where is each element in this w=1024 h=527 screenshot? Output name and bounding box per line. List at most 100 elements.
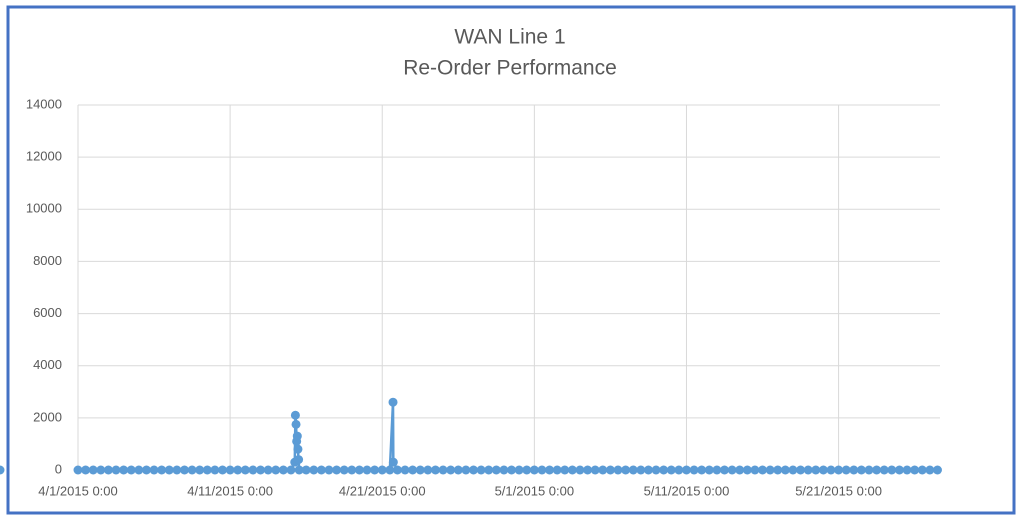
data-point — [659, 465, 669, 475]
data-point — [388, 457, 398, 467]
data-point — [841, 465, 851, 475]
data-point — [925, 465, 935, 475]
data-point — [735, 465, 745, 475]
data-point — [811, 465, 821, 475]
data-point — [765, 465, 775, 475]
data-point — [149, 465, 159, 475]
y-tick-label: 6000 — [33, 305, 62, 320]
data-point — [202, 465, 212, 475]
y-tick-label: 2000 — [33, 409, 62, 424]
data-point — [415, 465, 425, 475]
data-point — [309, 465, 319, 475]
data-point — [385, 465, 395, 475]
data-point — [157, 465, 167, 475]
data-point — [872, 465, 882, 475]
data-point — [263, 465, 273, 475]
data-point — [256, 465, 266, 475]
data-point — [240, 465, 250, 475]
data-point — [796, 465, 806, 475]
data-point — [233, 465, 243, 475]
data-point — [758, 465, 768, 475]
data-point — [491, 465, 501, 475]
data-point — [826, 465, 836, 475]
data-point — [727, 465, 737, 475]
data-point — [834, 465, 844, 475]
data-point — [408, 465, 418, 475]
data-point — [689, 465, 699, 475]
data-point — [681, 465, 691, 475]
x-tick-label: 4/21/2015 0:00 — [339, 483, 426, 498]
data-point — [388, 397, 398, 407]
data-point — [446, 465, 456, 475]
data-point — [469, 465, 479, 475]
data-point — [339, 465, 349, 475]
x-tick-label: 5/1/2015 0:00 — [495, 483, 575, 498]
data-point — [0, 465, 5, 475]
data-point — [628, 465, 638, 475]
data-point — [293, 444, 303, 454]
data-point — [210, 465, 220, 475]
data-point — [910, 465, 920, 475]
data-point — [301, 465, 311, 475]
data-point — [773, 465, 783, 475]
data-point — [583, 465, 593, 475]
data-point — [172, 465, 182, 475]
data-point — [621, 465, 631, 475]
data-point — [917, 465, 927, 475]
data-point — [537, 465, 547, 475]
data-point — [294, 465, 304, 475]
data-point — [894, 465, 904, 475]
data-point — [529, 465, 539, 475]
data-point — [598, 465, 608, 475]
data-point — [560, 465, 570, 475]
data-point — [187, 465, 197, 475]
frame — [6, 5, 1016, 515]
data-point — [590, 465, 600, 475]
data-point — [879, 465, 889, 475]
data-point — [613, 465, 623, 475]
data-point — [697, 465, 707, 475]
data-point — [552, 465, 562, 475]
data-point — [73, 465, 83, 475]
data-point — [430, 465, 440, 475]
data-point — [291, 419, 301, 429]
data-point — [126, 465, 136, 475]
data-point — [545, 465, 555, 475]
data-point — [704, 465, 714, 475]
data-point — [507, 465, 517, 475]
data-point — [332, 465, 342, 475]
data-point — [651, 465, 661, 475]
data-point — [164, 465, 174, 475]
data-point — [362, 465, 372, 475]
data-point — [856, 465, 866, 475]
chart-title: WAN Line 1 — [454, 26, 565, 49]
data-point — [119, 465, 129, 475]
y-tick-label: 10000 — [26, 201, 62, 216]
data-point — [666, 465, 676, 475]
data-point — [780, 465, 790, 475]
data-point — [141, 465, 151, 475]
x-tick-label: 5/21/2015 0:00 — [795, 483, 882, 498]
x-tick-label: 4/11/2015 0:00 — [187, 483, 273, 498]
data-point — [400, 465, 410, 475]
data-point — [636, 465, 646, 475]
data-point — [605, 465, 615, 475]
data-point — [461, 465, 471, 475]
data-point — [902, 465, 912, 475]
y-tick-label: 8000 — [33, 253, 62, 268]
data-point — [712, 465, 722, 475]
data-point — [788, 465, 798, 475]
data-point — [438, 465, 448, 475]
data-point — [354, 465, 364, 475]
data-point — [864, 465, 874, 475]
data-point — [111, 465, 121, 475]
data-point — [887, 465, 897, 475]
data-point — [377, 465, 387, 475]
data-point — [271, 465, 281, 475]
data-point — [370, 465, 380, 475]
data-point — [218, 465, 228, 475]
data-point — [522, 465, 532, 475]
data-point — [476, 465, 486, 475]
data-point — [316, 465, 326, 475]
